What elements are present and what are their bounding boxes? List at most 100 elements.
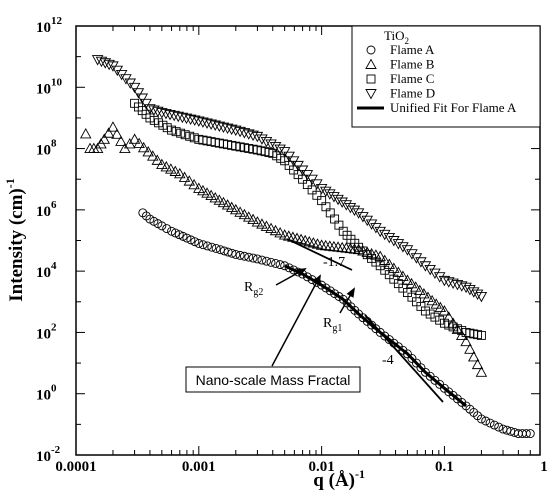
data-point [475, 291, 488, 303]
data-point [99, 58, 112, 69]
data-point [429, 268, 441, 279]
data-point [401, 274, 414, 285]
data-point [227, 248, 237, 258]
data-point [160, 109, 172, 120]
series-flame-b [79, 121, 488, 377]
data-point [230, 203, 242, 215]
legend-marker [366, 74, 376, 84]
data-point [420, 306, 430, 316]
data-point [275, 260, 285, 270]
data-point [476, 414, 486, 424]
data-point [230, 125, 242, 137]
data-point [140, 98, 152, 110]
data-point [374, 226, 386, 238]
data-point [203, 241, 212, 251]
data-point [521, 429, 531, 439]
data-point [344, 242, 357, 254]
data-point [324, 240, 336, 251]
y-tick-label: 108 [36, 138, 57, 159]
data-point [165, 163, 177, 174]
data-point [180, 113, 193, 125]
data-point [95, 56, 108, 68]
data-point [317, 280, 327, 290]
data-point [182, 233, 192, 243]
data-point [156, 108, 168, 119]
data-point [133, 137, 145, 149]
data-point [265, 222, 277, 234]
data-point [325, 286, 335, 296]
data-point [128, 82, 141, 94]
slope-line-2 [364, 314, 444, 403]
data-point [389, 274, 399, 284]
data-point [148, 105, 160, 116]
data-point [397, 242, 409, 253]
data-point [405, 277, 418, 289]
data-point [348, 243, 361, 254]
data-point [152, 106, 164, 118]
data-point [494, 422, 504, 432]
data-point [211, 244, 221, 253]
data-point [435, 315, 445, 325]
data-point [328, 192, 340, 203]
legend-marker [366, 45, 376, 55]
y-tick-label: 1010 [36, 76, 63, 97]
data-point [115, 135, 127, 146]
data-point [185, 131, 195, 141]
data-point [156, 158, 168, 170]
data-point [312, 190, 322, 200]
data-point [194, 239, 204, 248]
data-point [438, 305, 451, 316]
data-point [251, 216, 264, 227]
data-point [284, 263, 294, 273]
data-point [242, 211, 255, 222]
data-point [433, 272, 446, 283]
data-point [251, 131, 264, 143]
data-point [98, 133, 111, 144]
data-point [225, 124, 238, 136]
data-point [370, 223, 382, 234]
data-point [269, 142, 282, 153]
y-tick-label: 100 [36, 383, 57, 404]
data-point [137, 141, 150, 153]
rg2-arrow [275, 268, 307, 286]
y-tick-labels: 10-2 100 102 104 106 108 1010 1012 [36, 15, 63, 465]
legend-entry: Flame B [390, 57, 435, 72]
legend-title: TiO2 [384, 28, 409, 46]
data-point [234, 206, 246, 217]
slope-label-2: -4 [382, 353, 394, 368]
data-point [260, 220, 273, 231]
data-point [378, 254, 391, 265]
data-point [213, 121, 226, 132]
rg2-sub: g2 [253, 287, 263, 298]
data-point [103, 59, 115, 71]
data-point [375, 261, 385, 271]
data-point [340, 200, 353, 211]
data-point [176, 128, 186, 138]
data-point [332, 194, 344, 206]
data-point [397, 270, 409, 281]
annotation-box [185, 366, 361, 393]
data-point [464, 343, 476, 354]
data-point [190, 237, 200, 247]
data-point [167, 226, 177, 236]
data-point [380, 265, 390, 275]
data-point [302, 272, 312, 282]
data-point [260, 136, 273, 148]
y-tick-label: 104 [36, 260, 57, 281]
data-point [401, 245, 414, 256]
y-tick-label: 10-2 [36, 444, 61, 465]
data-point [235, 250, 245, 260]
data-point [132, 88, 145, 99]
legend-entry: Unified Fit For Flame A [390, 100, 517, 115]
rg2-label: Rg2 [244, 280, 263, 298]
data-point [336, 197, 348, 208]
data-point [409, 281, 422, 292]
data-point [184, 114, 197, 125]
data-point [467, 351, 480, 362]
data-point [321, 283, 331, 293]
data-point [242, 129, 255, 140]
data-point [481, 416, 491, 426]
data-point [336, 241, 348, 253]
data-point [205, 119, 217, 130]
data-point [422, 291, 434, 302]
